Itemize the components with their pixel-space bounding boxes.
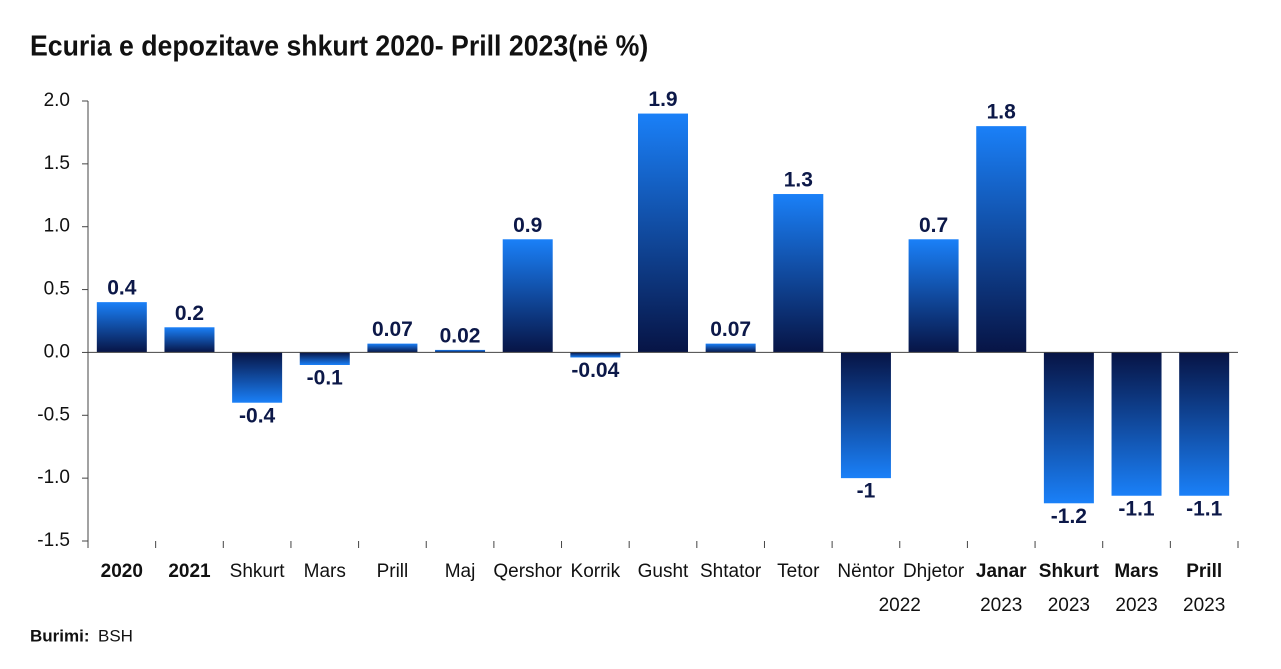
x-tick-label: Dhjetor <box>903 561 965 582</box>
bar <box>1111 352 1162 496</box>
bar <box>164 327 215 353</box>
x-tick-label: Prill <box>1186 561 1222 582</box>
y-tick-label: -1.0 <box>37 467 70 488</box>
value-label: 0.4 <box>107 277 137 300</box>
y-tick-label: -0.5 <box>37 404 70 425</box>
x-tick-label: Janar <box>976 561 1027 582</box>
source-text: BSH <box>98 626 133 645</box>
group-label: 2023 <box>1183 595 1225 616</box>
x-tick-label: Shtator <box>700 561 762 582</box>
x-tick-label: Mars <box>1114 561 1158 582</box>
x-tick-label: Korrik <box>571 561 621 582</box>
chart-title: Ecuria e depozitave shkurt 2020- Prill 2… <box>30 30 648 62</box>
value-label: 0.2 <box>175 302 204 325</box>
bar <box>299 352 350 365</box>
bar <box>705 343 756 353</box>
value-label: 0.7 <box>919 214 948 237</box>
bar <box>908 239 959 353</box>
group-label: 2023 <box>1048 595 1090 616</box>
x-tick-label: 2020 <box>101 561 143 582</box>
x-tick-label: Shkurt <box>230 561 286 582</box>
x-tick-label: Qershor <box>493 561 562 582</box>
bar <box>1179 352 1230 496</box>
x-tick-label: Prill <box>377 561 409 582</box>
bar <box>367 343 418 353</box>
value-label: -1.2 <box>1051 505 1087 528</box>
group-label: 2023 <box>1115 595 1157 616</box>
x-tick-label: Nëntor <box>837 561 895 582</box>
value-label: 0.07 <box>710 318 751 341</box>
value-label: -0.04 <box>571 359 619 382</box>
group-label: 2023 <box>980 595 1022 616</box>
bar <box>96 302 147 353</box>
x-tick-label: Shkurt <box>1039 561 1100 582</box>
value-label: -0.1 <box>307 367 344 390</box>
value-label: -1.1 <box>1186 497 1223 520</box>
bar <box>435 349 486 353</box>
bar <box>232 352 283 403</box>
x-tick-label: Mars <box>304 561 346 582</box>
value-label: -1 <box>857 480 876 503</box>
bar <box>570 352 621 358</box>
value-label: 1.9 <box>648 88 677 111</box>
value-label: 1.8 <box>987 101 1017 124</box>
bar <box>773 194 824 353</box>
bar <box>638 113 688 353</box>
value-label: 1.3 <box>784 169 813 192</box>
value-label: 0.02 <box>440 324 481 347</box>
value-label: -0.4 <box>239 404 276 427</box>
y-tick-label: 0.5 <box>44 279 70 300</box>
x-tick-label: Maj <box>445 561 476 582</box>
x-tick-label: 2021 <box>168 561 211 582</box>
y-tick-label: 1.0 <box>44 216 70 237</box>
y-tick-label: 0.0 <box>44 341 70 362</box>
y-tick-label: -1.5 <box>37 530 70 551</box>
value-label: 0.07 <box>372 318 413 341</box>
source-label: Burimi: <box>30 626 90 645</box>
y-tick-label: 1.5 <box>44 153 70 174</box>
group-label: 2022 <box>879 595 921 616</box>
value-label: -1.1 <box>1118 497 1155 520</box>
bar <box>840 352 891 479</box>
x-tick-label: Tetor <box>777 561 820 582</box>
bar <box>502 239 553 353</box>
x-tick-label: Gusht <box>638 561 689 582</box>
bar <box>1043 352 1094 504</box>
y-tick-label: 2.0 <box>44 90 70 111</box>
bar <box>976 126 1027 353</box>
value-label: 0.9 <box>513 214 542 237</box>
